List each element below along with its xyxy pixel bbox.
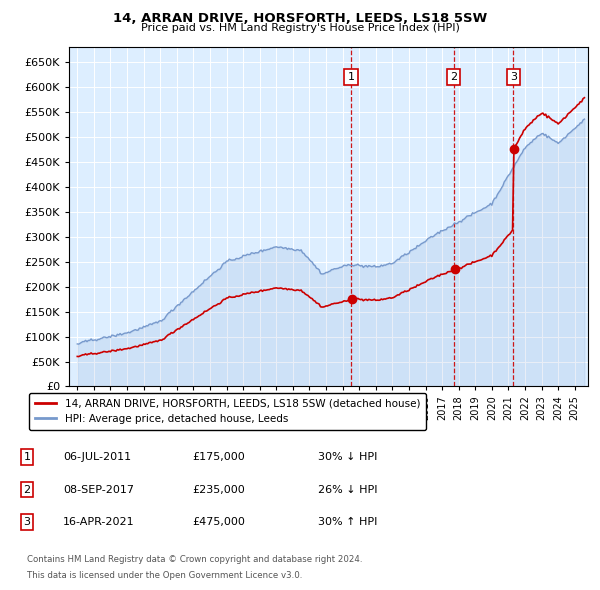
Text: 16-APR-2021: 16-APR-2021 <box>63 517 134 527</box>
Text: £235,000: £235,000 <box>192 485 245 494</box>
Text: This data is licensed under the Open Government Licence v3.0.: This data is licensed under the Open Gov… <box>27 571 302 579</box>
Text: 1: 1 <box>23 453 31 462</box>
Text: 3: 3 <box>23 517 31 527</box>
Text: 26% ↓ HPI: 26% ↓ HPI <box>318 485 377 494</box>
Text: 3: 3 <box>510 72 517 82</box>
Text: Price paid vs. HM Land Registry's House Price Index (HPI): Price paid vs. HM Land Registry's House … <box>140 23 460 33</box>
Text: £175,000: £175,000 <box>192 453 245 462</box>
Text: 2: 2 <box>23 485 31 494</box>
Text: 30% ↓ HPI: 30% ↓ HPI <box>318 453 377 462</box>
Text: 06-JUL-2011: 06-JUL-2011 <box>63 453 131 462</box>
Text: £475,000: £475,000 <box>192 517 245 527</box>
Text: 1: 1 <box>347 72 355 82</box>
Text: 08-SEP-2017: 08-SEP-2017 <box>63 485 134 494</box>
Text: 14, ARRAN DRIVE, HORSFORTH, LEEDS, LS18 5SW: 14, ARRAN DRIVE, HORSFORTH, LEEDS, LS18 … <box>113 12 487 25</box>
Text: 30% ↑ HPI: 30% ↑ HPI <box>318 517 377 527</box>
Text: 2: 2 <box>450 72 457 82</box>
Text: Contains HM Land Registry data © Crown copyright and database right 2024.: Contains HM Land Registry data © Crown c… <box>27 555 362 563</box>
Legend: 14, ARRAN DRIVE, HORSFORTH, LEEDS, LS18 5SW (detached house), HPI: Average price: 14, ARRAN DRIVE, HORSFORTH, LEEDS, LS18 … <box>29 393 427 430</box>
